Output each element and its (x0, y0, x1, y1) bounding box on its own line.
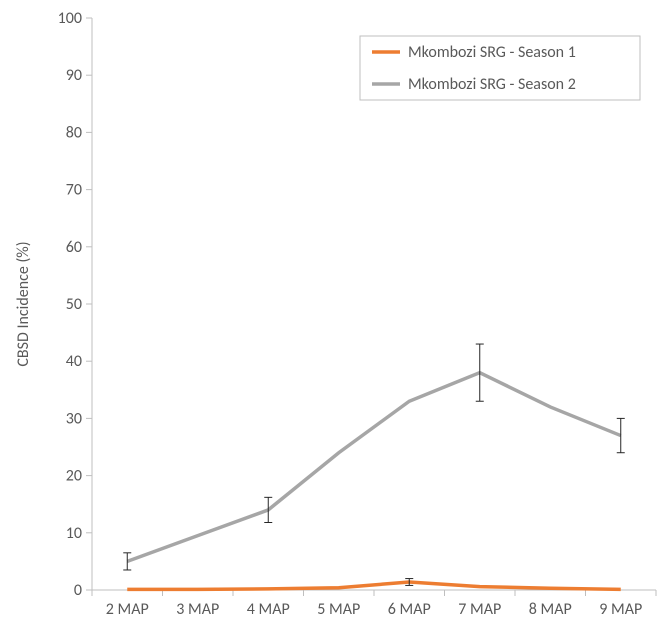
y-tick-label: 40 (66, 352, 82, 371)
y-axis-title: CBSD Incidence (%) (14, 241, 33, 366)
x-tick-label: 3 MAP (176, 600, 219, 619)
legend-label: Mkombozi SRG - Season 2 (408, 75, 576, 94)
y-tick-label: 0 (74, 581, 82, 600)
x-tick-label: 9 MAP (599, 600, 642, 619)
x-tick-label: 8 MAP (529, 600, 572, 619)
x-tick-label: 5 MAP (317, 600, 360, 619)
legend: Mkombozi SRG - Season 1 Mkombozi SRG - Se… (360, 36, 640, 100)
y-tick-label: 90 (66, 66, 82, 85)
series-line (127, 373, 621, 562)
y-tick-label: 100 (58, 9, 82, 28)
y-tick-label: 50 (66, 295, 82, 314)
chart-container: 0 10 20 30 40 50 60 70 80 90 100 2 MAP 3 MAP 4 MAP 5 M… (0, 0, 666, 642)
x-tick-label: 2 MAP (106, 600, 149, 619)
x-tick-label: 7 MAP (458, 600, 501, 619)
legend-label: Mkombozi SRG - Season 1 (408, 43, 576, 62)
y-tick-label: 80 (66, 123, 82, 142)
x-tick-label: 4 MAP (247, 600, 290, 619)
y-tick-label: 30 (66, 409, 82, 428)
line-chart: 0 10 20 30 40 50 60 70 80 90 100 2 MAP 3 MAP 4 MAP 5 M… (0, 0, 666, 642)
y-tick-label: 60 (66, 238, 82, 257)
y-tick-label: 70 (66, 181, 82, 200)
y-tick-label: 20 (66, 467, 82, 486)
x-tick-label: 6 MAP (388, 600, 431, 619)
y-tick-label: 10 (66, 524, 82, 543)
series-line (127, 582, 621, 589)
